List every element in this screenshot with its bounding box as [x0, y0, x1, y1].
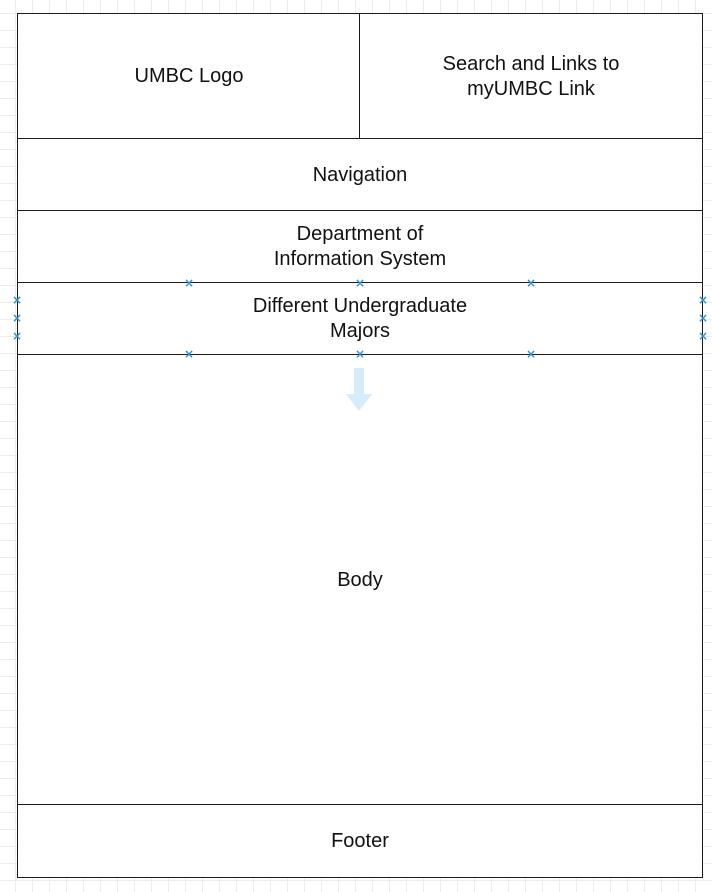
search-links-box-label: Search and Links to myUMBC Link: [442, 52, 620, 100]
logo-box-label: UMBC Logo: [134, 65, 244, 87]
body-box[interactable]: Body: [17, 354, 703, 806]
connection-point-icon[interactable]: ×: [355, 347, 366, 361]
connect-arrow-down-icon[interactable]: [345, 368, 373, 412]
connection-point-icon[interactable]: ×: [698, 293, 709, 307]
department-box[interactable]: Department of Information System: [17, 210, 703, 284]
body-box-label: Body: [337, 568, 383, 591]
logo-box[interactable]: UMBC Logo: [17, 13, 361, 140]
majors-box-label: Different Undergraduate Majors: [252, 295, 468, 342]
connection-point-icon[interactable]: ×: [184, 347, 195, 361]
connection-point-icon[interactable]: ×: [184, 276, 195, 290]
search-links-box[interactable]: Search and Links to myUMBC Link: [359, 13, 703, 140]
connection-point-icon[interactable]: ×: [526, 347, 537, 361]
connection-point-icon[interactable]: ×: [698, 311, 709, 325]
footer-box-label: Footer: [331, 829, 389, 852]
connection-point-icon[interactable]: ×: [12, 311, 23, 325]
connection-point-icon[interactable]: ×: [12, 329, 23, 343]
connection-point-icon[interactable]: ×: [526, 276, 537, 290]
navigation-box[interactable]: Navigation: [17, 138, 703, 212]
majors-box[interactable]: Different Undergraduate Majors: [17, 282, 703, 356]
navigation-box-label: Navigation: [312, 163, 408, 186]
footer-box[interactable]: Footer: [17, 804, 703, 878]
connection-point-icon[interactable]: ×: [12, 293, 23, 307]
department-box-label: Department of Information System: [273, 223, 447, 270]
connection-point-icon[interactable]: ×: [698, 329, 709, 343]
connection-point-icon[interactable]: ×: [355, 276, 366, 290]
